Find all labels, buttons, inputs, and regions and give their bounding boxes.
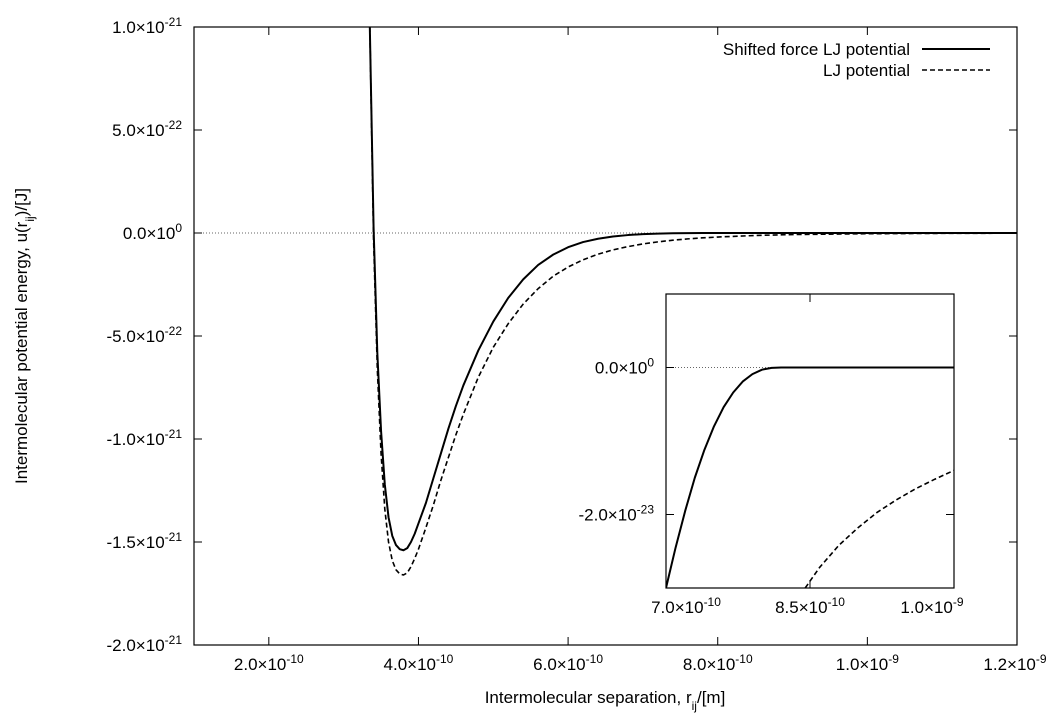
main-x-tick-label: 4.0×10-10 xyxy=(384,652,454,674)
main-x-tick-label: 2.0×10-10 xyxy=(234,652,304,674)
inset-ticks-layer: 7.0×10-10 8.5×10-10 1.0×10-9 0.0×100 -2.0×10… xyxy=(579,294,964,617)
legend-label-lj: LJ potential xyxy=(823,61,910,80)
main-x-tick-label: 6.0×10-10 xyxy=(533,652,603,674)
inset-x-tick-label: 1.0×10-9 xyxy=(900,595,963,617)
main-ticks-layer: 2.0×10-10 4.0×10-10 6.0×10-10 8.0×10-10 1.0×… xyxy=(107,15,1047,674)
main-series-line-shifted-force xyxy=(368,27,1017,552)
inset-y-tick-label: -2.0×10-23 xyxy=(579,503,655,525)
inset-series-layer xyxy=(666,366,954,588)
inset-x-tick-label: 8.5×10-10 xyxy=(775,595,845,617)
main-x-tick-label: 1.2×10-9 xyxy=(983,652,1046,674)
main-y-tick-label: -1.0×10-21 xyxy=(107,427,183,449)
main-y-tick-label: -1.5×10-21 xyxy=(107,530,183,552)
inset-series-line-shifted-force xyxy=(666,366,954,588)
main-y-tick-label: -2.0×10-21 xyxy=(107,633,183,655)
main-series-layer xyxy=(368,27,1017,576)
main-y-tick-label: -5.0×10-22 xyxy=(107,324,183,346)
main-y-tick-label: 5.0×10-22 xyxy=(112,118,182,140)
main-y-tick-label: 0.0×100 xyxy=(123,221,182,243)
legend: Shifted force LJ potential LJ potential xyxy=(723,40,990,80)
main-x-tick-label: 1.0×10-9 xyxy=(836,652,899,674)
y-axis-label: Intermolecular potential energy, u(rij)/… xyxy=(12,188,37,484)
main-y-tick-label: 1.0×10-21 xyxy=(112,15,182,37)
inset-background xyxy=(666,294,954,588)
axis-labels: Intermolecular separation, rij/[m] Inter… xyxy=(12,188,725,713)
inset-x-tick-label: 7.0×10-10 xyxy=(651,595,721,617)
main-x-tick-label: 8.0×10-10 xyxy=(683,652,753,674)
legend-label-shifted-force: Shifted force LJ potential xyxy=(723,40,910,59)
x-axis-label: Intermolecular separation, rij/[m] xyxy=(485,688,726,713)
inset-chart: 7.0×10-10 8.5×10-10 1.0×10-9 0.0×100 -2.0×10… xyxy=(579,293,964,617)
inset-y-tick-label: 0.0×100 xyxy=(595,356,654,378)
inset-series-line-lj xyxy=(804,469,954,588)
